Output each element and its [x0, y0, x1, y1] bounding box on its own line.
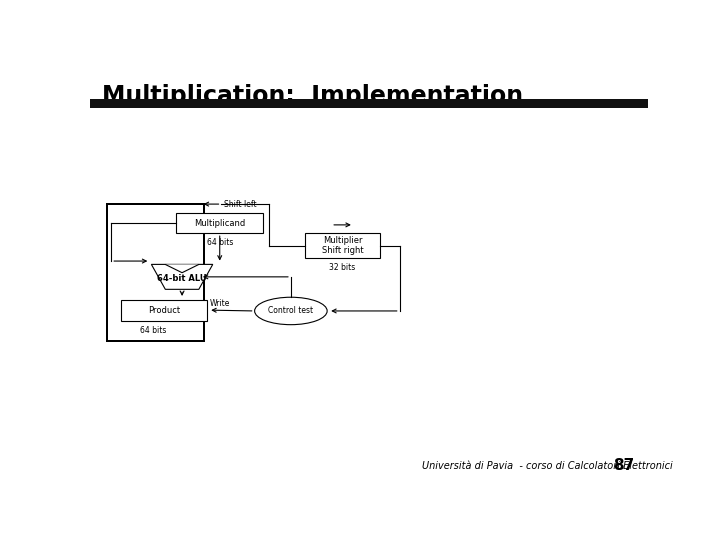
Text: 64-bit ALU: 64-bit ALU [157, 274, 207, 283]
Bar [121, 300, 207, 321]
Ellipse shape [255, 297, 327, 325]
Text: Shift left: Shift left [224, 200, 257, 208]
Polygon shape [151, 265, 213, 289]
Text: Multiplicand: Multiplicand [194, 219, 246, 228]
Text: 32 bits: 32 bits [329, 263, 356, 272]
Text: 64 bits: 64 bits [140, 326, 167, 334]
Bar [305, 233, 380, 258]
Bar [176, 213, 263, 233]
Text: Product: Product [148, 306, 180, 315]
FancyBboxPatch shape [90, 99, 648, 109]
Text: Multiplication:  Implementation: Multiplication: Implementation [102, 84, 523, 107]
Text: Multiplier
Shift right: Multiplier Shift right [322, 236, 364, 255]
Text: Control test: Control test [269, 307, 313, 315]
Text: 64 bits: 64 bits [207, 238, 233, 247]
Text: 87: 87 [613, 458, 634, 473]
Bar [107, 204, 204, 341]
Text: Università di Pavia  - corso di Calcolatori Elettronici: Università di Pavia - corso di Calcolato… [422, 462, 672, 471]
Polygon shape [165, 265, 199, 273]
Text: Write: Write [210, 299, 230, 308]
